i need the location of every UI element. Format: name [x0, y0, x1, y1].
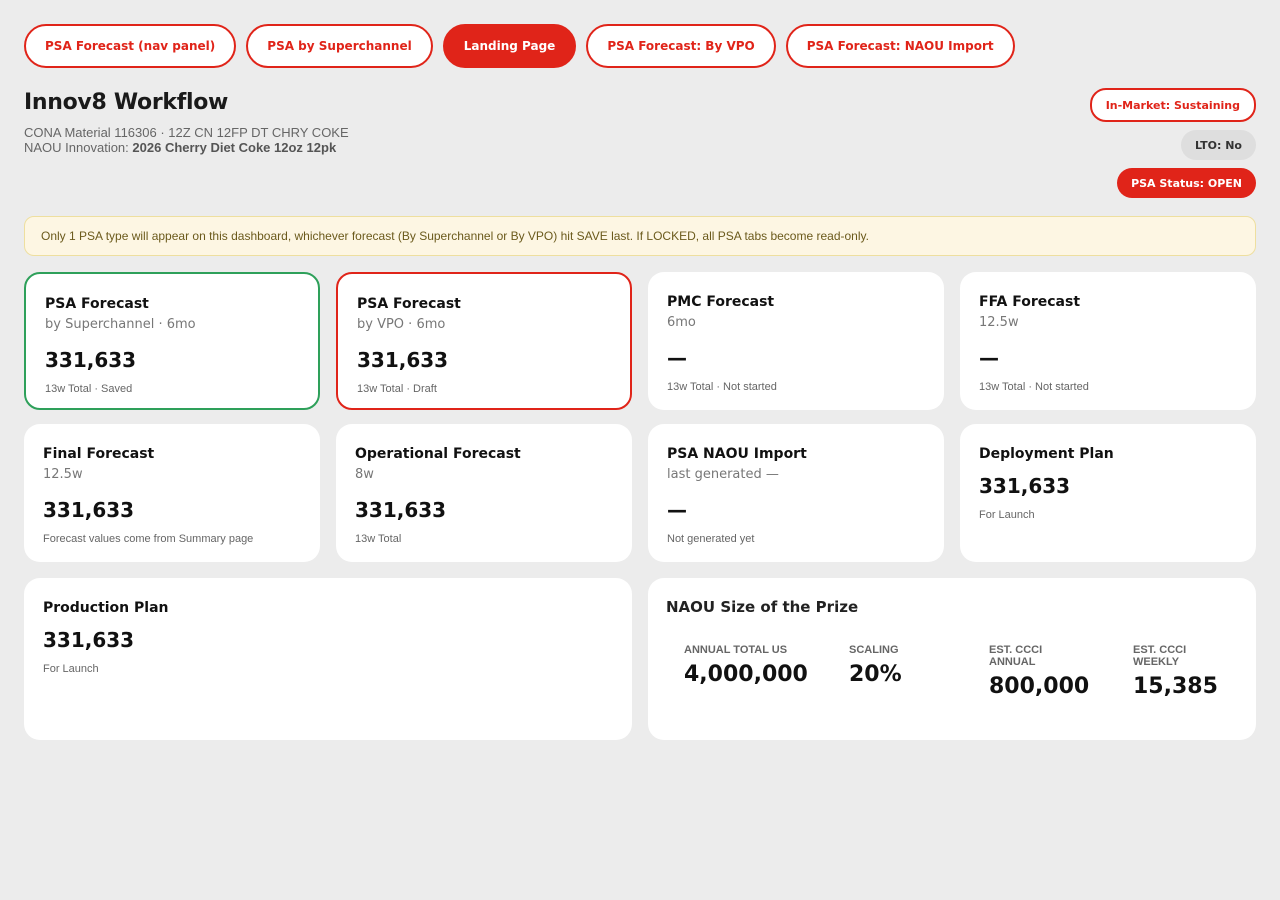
- card-subtitle: last generated —: [667, 467, 779, 482]
- metric-label: SCALING: [849, 644, 899, 656]
- card-value: 331,633: [43, 498, 135, 522]
- card-footnote: 13w Total · Saved: [45, 383, 133, 395]
- tab-psa-forecast-by-vpo[interactable]: PSA Forecast: By VPO: [586, 24, 776, 68]
- prize-metric-annual-total: ANNUAL TOTAL US 4,000,000: [684, 644, 808, 687]
- metric-label: ANNUAL TOTAL US: [684, 644, 788, 656]
- card-value: 331,633: [43, 628, 135, 652]
- card-footnote: 13w Total · Not started: [667, 381, 777, 393]
- card-footnote: Forecast values come from Summary page: [43, 533, 254, 545]
- card-footnote: Not generated yet: [667, 533, 755, 545]
- nav-tabs: PSA Forecast (nav panel) PSA by Supercha…: [24, 24, 1015, 68]
- psa-naou-import-card[interactable]: PSA NAOU Import last generated — — Not g…: [648, 424, 944, 562]
- innovation-value: 2026 Cherry Diet Coke 12oz 12pk: [132, 140, 337, 155]
- tab-psa-forecast-naou-import[interactable]: PSA Forecast: NAOU Import: [785, 24, 1015, 68]
- metric-value: 15,385: [1133, 674, 1218, 699]
- card-value: 331,633: [357, 348, 449, 372]
- prize-metric-scaling: SCALING 20%: [849, 644, 902, 687]
- ffa-forecast-card[interactable]: FFA Forecast 12.5w — 13w Total · Not sta…: [960, 272, 1256, 410]
- card-subtitle: 12.5w: [43, 467, 83, 482]
- card-subtitle: 6mo: [667, 315, 696, 330]
- card-title: FFA Forecast: [979, 294, 1081, 310]
- card-title: Final Forecast: [43, 446, 155, 462]
- material-line: CONA Material 116306 · 12Z CN 12FP DT CH…: [24, 125, 349, 140]
- card-footnote: For Launch: [43, 663, 99, 675]
- psa-forecast-vpo-card[interactable]: PSA Forecast by VPO · 6mo 331,633 13w To…: [336, 272, 632, 410]
- prize-metric-ccci-annual: EST. CCCI ANNUAL 800,000: [989, 644, 1090, 699]
- card-value: 331,633: [979, 474, 1071, 498]
- card-subtitle: 12.5w: [979, 315, 1019, 330]
- psa-status-badge: PSA Status: OPEN: [1117, 168, 1256, 198]
- card-title: PSA Forecast: [357, 296, 461, 312]
- card-subtitle: by Superchannel · 6mo: [45, 317, 196, 332]
- card-value: 331,633: [355, 498, 447, 522]
- production-plan-card[interactable]: Production Plan 331,633 For Launch: [24, 578, 632, 740]
- card-value: —: [667, 498, 687, 522]
- operational-forecast-card[interactable]: Operational Forecast 8w 331,633 13w Tota…: [336, 424, 632, 562]
- psa-forecast-superchannel-card[interactable]: PSA Forecast by Superchannel · 6mo 331,6…: [24, 272, 320, 410]
- card-title: PSA NAOU Import: [667, 446, 807, 462]
- card-value: —: [667, 346, 687, 370]
- card-subtitle: 8w: [355, 467, 374, 482]
- card-title: Deployment Plan: [979, 446, 1114, 462]
- innovation-line: NAOU Innovation: 2026 Cherry Diet Coke 1…: [24, 140, 349, 155]
- card-title: Operational Forecast: [355, 446, 521, 462]
- page-title: Innov8 Workflow: [24, 90, 229, 115]
- deployment-plan-card[interactable]: Deployment Plan 331,633 For Launch: [960, 424, 1256, 562]
- tab-landing-page[interactable]: Landing Page: [442, 24, 577, 68]
- card-footnote: 13w Total · Draft: [357, 383, 437, 395]
- card-title: PSA Forecast: [45, 296, 149, 312]
- card-footnote: 13w Total · Not started: [979, 381, 1089, 393]
- card-subtitle: by VPO · 6mo: [357, 317, 446, 332]
- metric-value: 4,000,000: [684, 662, 808, 687]
- prize-metric-ccci-weekly: EST. CCCI WEEKLY 15,385: [1133, 644, 1223, 699]
- status-badges: In-Market: Sustaining LTO: No PSA Status…: [1089, 88, 1256, 198]
- size-of-prize-card: NAOU Size of the Prize ANNUAL TOTAL US 4…: [648, 578, 1256, 740]
- card-footnote: For Launch: [979, 509, 1035, 521]
- material-info: CONA Material 116306 · 12Z CN 12FP DT CH…: [24, 125, 349, 155]
- innovation-label: NAOU Innovation:: [24, 140, 129, 155]
- lto-badge: LTO: No: [1180, 130, 1256, 160]
- tab-psa-by-superchannel[interactable]: PSA by Superchannel: [246, 24, 433, 68]
- card-footnote: 13w Total: [355, 533, 402, 545]
- card-title: PMC Forecast: [667, 294, 775, 310]
- info-notice: Only 1 PSA type will appear on this dash…: [24, 216, 1256, 256]
- metric-value: 20%: [849, 662, 902, 687]
- prize-title: NAOU Size of the Prize: [666, 598, 859, 616]
- card-value: 331,633: [45, 348, 137, 372]
- tab-psa-forecast-nav-panel[interactable]: PSA Forecast (nav panel): [24, 24, 237, 68]
- metric-label: EST. CCCI WEEKLY: [1133, 644, 1187, 668]
- metric-label: EST. CCCI ANNUAL: [989, 644, 1043, 668]
- pmc-forecast-card[interactable]: PMC Forecast 6mo — 13w Total · Not start…: [648, 272, 944, 410]
- card-title: Production Plan: [43, 600, 169, 616]
- market-status-badge: In-Market: Sustaining: [1089, 88, 1256, 122]
- card-value: —: [979, 346, 999, 370]
- final-forecast-card[interactable]: Final Forecast 12.5w 331,633 Forecast va…: [24, 424, 320, 562]
- metric-value: 800,000: [989, 674, 1090, 699]
